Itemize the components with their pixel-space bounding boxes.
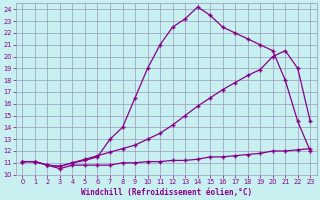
X-axis label: Windchill (Refroidissement éolien,°C): Windchill (Refroidissement éolien,°C) [81, 188, 252, 197]
